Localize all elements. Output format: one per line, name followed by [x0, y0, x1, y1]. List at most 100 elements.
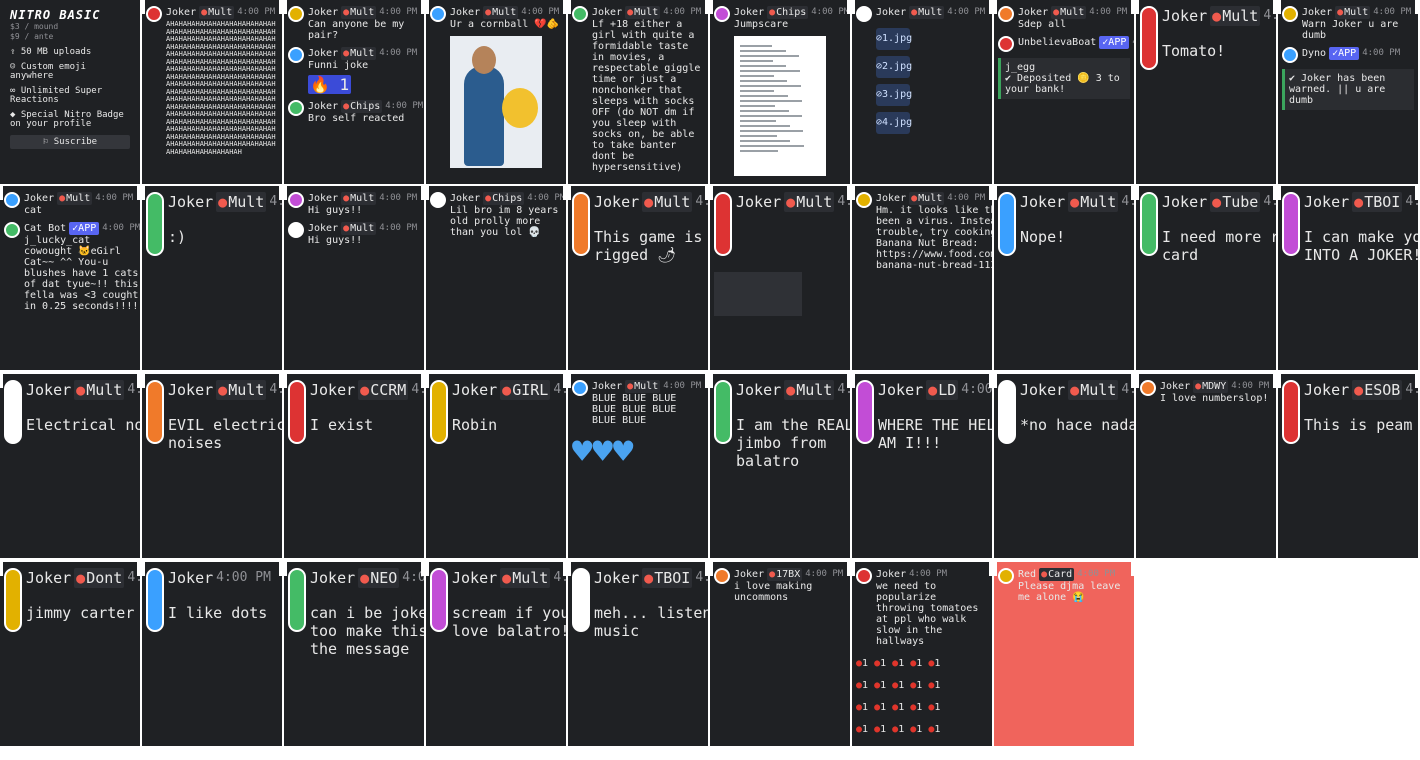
username[interactable]: Joker [450, 193, 481, 204]
joker-card[interactable]: Joker ● 17BX 4:00 PM i love making uncommons [710, 562, 850, 746]
username[interactable]: Joker [168, 381, 214, 399]
username[interactable]: Joker [1162, 193, 1208, 211]
username[interactable]: Joker [310, 569, 356, 587]
username[interactable]: Joker [878, 381, 924, 399]
card-edge-marker [137, 374, 140, 388]
username[interactable]: Joker [308, 48, 339, 59]
username[interactable]: Joker [592, 381, 623, 392]
joker-card[interactable]: Joker ● Mult 4:00 PM cat Cat Bot ✓APP 4:00 PM j_… [0, 186, 140, 370]
username[interactable]: Red [1018, 569, 1037, 580]
subscribe-button[interactable]: ⚐ Suscribe [10, 135, 130, 149]
reaction-chip[interactable]: 🔥 1 [308, 75, 352, 94]
username[interactable]: Joker [734, 7, 765, 18]
card-edge-marker [426, 562, 429, 576]
joker-card[interactable]: Joker ● Mult 4:00 PM AHAHAHAHAHAHAHAHAHAHAHA… [142, 0, 282, 184]
username[interactable]: Joker [166, 7, 197, 18]
joker-card[interactable]: Joker●LD4:00 PMWHERE THE HELL AM I!!! [852, 374, 992, 558]
username[interactable]: Joker [876, 193, 907, 204]
username[interactable]: Joker [1304, 381, 1350, 399]
username[interactable]: Joker [1304, 193, 1350, 211]
file-attachment[interactable]: ⊘4.jpg [876, 112, 912, 134]
file-attachment[interactable]: ⊘1.jpg [876, 28, 912, 50]
username[interactable]: Joker [26, 381, 72, 399]
username[interactable]: Joker [24, 193, 55, 204]
username[interactable]: Joker [308, 223, 339, 234]
username[interactable]: Joker [594, 193, 640, 211]
attached-document[interactable] [734, 36, 826, 176]
username[interactable]: Joker [1160, 381, 1191, 392]
joker-card[interactable]: Joker 4:00 PM I like dots [142, 562, 282, 746]
message-header: Joker 4:00 PM [168, 568, 271, 588]
role-tag: ● Chips [483, 192, 525, 205]
joker-card[interactable]: Joker ● Mult 4:00 PM Hi guys!! Joker ● Mult 4:00… [284, 186, 424, 370]
joker-card[interactable]: Joker 4:00 PM we need to popularize throwi… [852, 562, 992, 746]
joker-card[interactable]: Red ● Card 4:00 PM Please djma leave me alon… [994, 562, 1134, 746]
username[interactable]: Joker [1020, 193, 1066, 211]
username[interactable]: Joker [1302, 7, 1333, 18]
username[interactable]: Joker [1162, 7, 1208, 25]
joker-card[interactable]: Joker ● Chips 4:00 PM Lil bro im 8 years old… [426, 186, 566, 370]
username[interactable]: Joker [736, 193, 782, 211]
username[interactable]: Joker [450, 7, 481, 18]
attached-photo[interactable] [450, 36, 542, 168]
username[interactable]: Joker [168, 569, 214, 587]
joker-card[interactable]: Joker ● Chips 4:00 PM Jumpscare [710, 0, 850, 184]
chat-message: Joker ● Mult 4:00 PM Hi guys!! [288, 222, 420, 246]
tag-label: Dont [86, 569, 123, 587]
username[interactable]: Joker [1018, 7, 1049, 18]
username[interactable]: Joker [452, 569, 498, 587]
joker-card[interactable]: Joker ● Mult 4:00 PM ⊘1.jpg ⊘2.jpg ⊘3.jpg ⊘4.jp… [852, 0, 992, 184]
username[interactable]: Joker [308, 193, 339, 204]
username[interactable]: Joker [734, 569, 765, 580]
username[interactable]: Joker [26, 569, 72, 587]
joker-card[interactable]: Joker ● Mult 4:00 PM Lf +18 either a girl wi… [568, 0, 708, 184]
username[interactable]: Joker [876, 7, 907, 18]
username[interactable]: Joker [308, 7, 339, 18]
joker-card[interactable]: Joker ● Mult 4:00 PM Warn Joker u are dumb Dy… [1278, 0, 1418, 184]
username[interactable]: Cat Bot [24, 223, 67, 234]
joker-card[interactable]: Joker ● Mult 4:00 PM Can anyone be my pair? J… [284, 0, 424, 184]
file-attachment[interactable]: ⊘2.jpg [876, 56, 912, 78]
username[interactable]: Joker [592, 7, 623, 18]
joker-card[interactable]: Joker ● Mult 4:00 PM Sdep all UnbelievaBoat ✓A… [994, 0, 1134, 184]
username[interactable]: Joker [310, 381, 356, 399]
username[interactable]: Joker [452, 381, 498, 399]
username[interactable]: UnbelievaBoat [1018, 37, 1097, 48]
username[interactable]: Joker [736, 381, 782, 399]
username[interactable]: Joker [594, 569, 640, 587]
username[interactable]: Dyno [1302, 48, 1327, 59]
username[interactable]: Joker [168, 193, 214, 211]
username[interactable]: Joker [876, 569, 907, 580]
username[interactable]: Joker [308, 101, 339, 112]
joker-card[interactable]: Joker ● Mult 4:00 PM BLUE BLUE BLUE BLUE BLU… [568, 374, 708, 558]
file-attachment[interactable]: ⊘3.jpg [876, 84, 912, 106]
card-edge-marker [710, 186, 713, 200]
joker-card[interactable]: Joker ● MDWY 4:00 PM I love numberslop! [1136, 374, 1276, 558]
timestamp: 4:00 PM [1089, 7, 1128, 17]
username[interactable]: Joker [1020, 381, 1066, 399]
message-content: Joker ● Mult 4:00 PM cat [24, 192, 133, 216]
joker-card[interactable]: Joker ● Mult 4:00 PM Ur a cornball 💔🫵 [426, 0, 566, 184]
